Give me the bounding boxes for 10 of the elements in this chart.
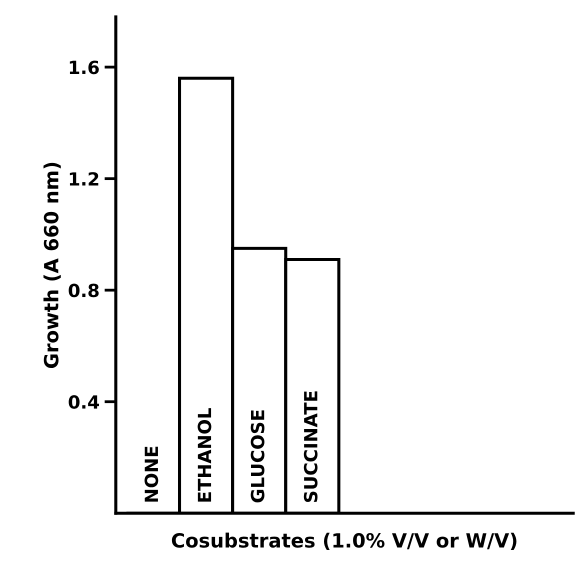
y-axis-title: Growth (A 660 nm)	[43, 162, 61, 368]
y-tick-label: 1.6	[70, 60, 99, 74]
x-axis-title: Cosubstrates (1.0% V/V or W/V)	[172, 532, 516, 550]
x-tick-label: ETHANOL	[198, 408, 212, 502]
x-tick-label: GLUCOSE	[250, 410, 264, 502]
x-tick-label: NONE	[144, 446, 158, 502]
y-tick-label: 0.8	[68, 284, 99, 298]
y-tick-label: 1.2	[70, 172, 98, 186]
y-tick-label: 0.4	[68, 395, 99, 409]
x-tick-label: SUCCINATE	[304, 391, 318, 502]
